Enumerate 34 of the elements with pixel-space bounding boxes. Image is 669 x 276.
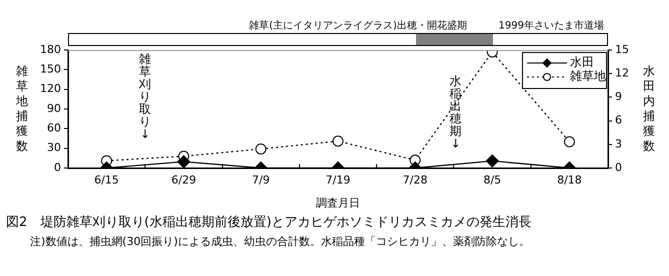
y2-tick-label: 6	[615, 114, 622, 127]
y2-tick-label: 15	[615, 42, 629, 56]
y2-axis-title: 水田内捕獲数	[643, 64, 655, 154]
y-tick-label: 180	[40, 42, 61, 56]
x-tick-label: 6/29	[171, 173, 196, 186]
y-tick-label: 30	[47, 141, 61, 154]
y-tick-label: 150	[40, 62, 61, 76]
legend-label: 雑草地	[570, 69, 606, 84]
annotation: 水稲出穂期↓	[450, 74, 462, 151]
y-tick-label: 0	[54, 160, 61, 174]
y-axis-title: 雑草地捕獲数	[15, 64, 28, 154]
y2-tick-label: 3	[615, 137, 622, 150]
x-tick-label: 8/18	[557, 173, 582, 186]
x-tick-label: 6/15	[94, 173, 119, 186]
point	[332, 136, 344, 147]
legend-label: 水田	[570, 55, 594, 70]
x-axis-title: 調査月日	[316, 196, 360, 210]
x-tick-label: 8/5	[483, 173, 502, 186]
y2-tick-label: 9	[615, 90, 622, 104]
point	[564, 136, 575, 148]
y2-tick-label: 0	[615, 160, 622, 174]
text: 図2 堤防雑草刈り取り(水稲出穂期前後放置)とアカヒゲホソミドリカスミカメの発生消長	[6, 214, 532, 231]
text: 注)数値は、捕虫網(30回振り)による成虫、幼虫の合計数。水稲品種「コシヒカリ」、薬剤防除なし。	[30, 234, 530, 249]
text: 1999年さいたま市道場	[498, 20, 604, 32]
x-tick-label: 7/9	[252, 173, 270, 186]
y-tick-label: 60	[47, 122, 61, 135]
y2-tick-label: 12	[615, 66, 629, 80]
x-tick-label: 7/28	[402, 173, 428, 186]
text: 雑草(主にイタリアンライグラス)出穂・開花盛期	[249, 20, 467, 32]
annotation: 雑草刈り取り↓	[138, 52, 152, 142]
y-tick-label: 90	[47, 102, 61, 115]
x-tick-label: 7/19	[326, 173, 350, 186]
y-tick-label: 120	[40, 82, 61, 96]
point	[255, 143, 266, 154]
